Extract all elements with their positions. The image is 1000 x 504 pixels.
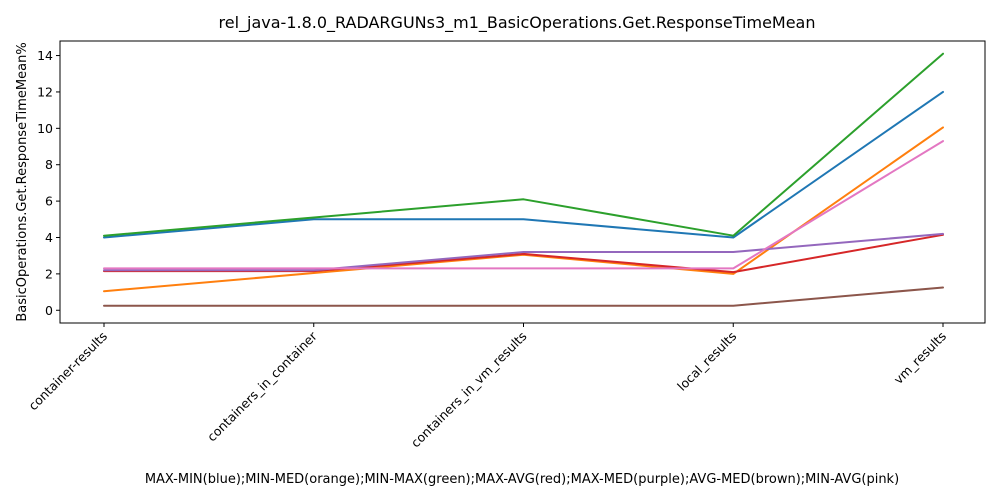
- y-tick-label: 6: [45, 194, 53, 209]
- series-layer: [103, 52, 944, 307]
- series-line-2: [103, 52, 944, 237]
- series-line-0: [103, 90, 944, 239]
- y-tick-label: 10: [37, 121, 53, 136]
- y-axis-label: BasicOperations.Get.ResponseTimeMean%: [15, 42, 30, 321]
- y-tick-label: 14: [37, 48, 53, 63]
- x-axis-label: MAX-MIN(blue);MIN-MED(orange);MIN-MAX(gr…: [145, 472, 899, 487]
- y-tick-label: 2: [45, 266, 53, 281]
- series-line-6: [103, 140, 944, 270]
- y-tick-label: 12: [37, 84, 53, 99]
- y-tick-label: 8: [45, 157, 53, 172]
- y-tick-label: 4: [45, 230, 53, 245]
- plot-frame: [59, 40, 986, 324]
- y-tick-label: 0: [45, 303, 53, 318]
- series-line-4: [103, 232, 944, 272]
- chart-title: rel_java-1.8.0_RADARGUNs3_m1_BasicOperat…: [219, 13, 816, 33]
- y-axis-ticks: 0 2 4 6 8 10 12 14: [37, 48, 60, 318]
- series-line-5: [103, 286, 944, 307]
